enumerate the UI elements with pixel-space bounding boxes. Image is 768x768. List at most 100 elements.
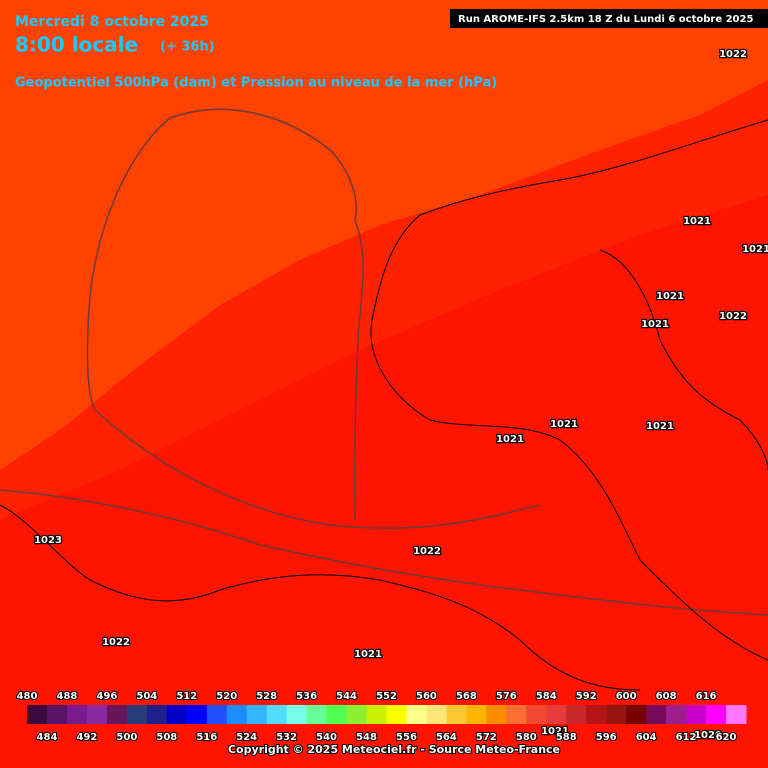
- legend-swatch: [686, 705, 707, 724]
- legend-swatch: [386, 705, 407, 724]
- field-high: [0, 0, 768, 470]
- legend-label: 496: [96, 691, 117, 702]
- legend-swatch: [466, 705, 487, 724]
- legend-swatch: [106, 705, 128, 724]
- legend-label: 512: [176, 691, 197, 702]
- legend-swatch: [566, 705, 587, 724]
- isobar: [599, 249, 768, 471]
- legend-swatch: [346, 705, 368, 724]
- legend-swatch: [186, 705, 208, 724]
- legend-label: 612: [676, 732, 697, 743]
- pressure-label: 1022: [413, 546, 441, 557]
- legend-swatch: [406, 705, 427, 724]
- isobar: [0, 504, 641, 691]
- legend-swatch: [586, 705, 607, 724]
- legend-label: 564: [436, 732, 457, 743]
- legend-label: 508: [156, 732, 177, 743]
- legend-label: 540: [316, 732, 337, 743]
- legend-label: 520: [216, 691, 237, 702]
- legend-swatch: [226, 705, 248, 724]
- legend-label: 504: [136, 691, 157, 702]
- legend-swatch: [266, 705, 288, 724]
- legend-label: 556: [396, 732, 417, 743]
- legend-swatch: [726, 705, 747, 724]
- legend-label: 576: [496, 691, 517, 702]
- legend-swatch: [706, 705, 727, 724]
- legend-swatch: [286, 705, 308, 724]
- legend-label: 580: [516, 732, 537, 743]
- pressure-label: 1021: [683, 216, 711, 227]
- legend-swatch: [306, 705, 328, 724]
- legend: 480 484 488 492 496 500 504 508 512 516 520 524 528 5…: [16, 690, 747, 744]
- field-title: Geopotentiel 500hPa (dam) et Pression au…: [15, 76, 497, 91]
- legend-label: 524: [236, 732, 257, 743]
- isobar: [370, 119, 768, 661]
- pressure-label: 1022: [719, 311, 747, 322]
- legend-label: 548: [356, 732, 377, 743]
- pressure-label: 1021: [550, 419, 578, 430]
- legend-swatch: [126, 705, 148, 724]
- legend-swatch: [526, 705, 547, 724]
- legend-swatch: [446, 705, 467, 724]
- pressure-label: 1021: [646, 421, 674, 432]
- pressure-label: 1022: [102, 637, 130, 648]
- legend-label: 584: [536, 691, 557, 702]
- legend-label: 592: [576, 691, 597, 702]
- legend-swatch: [546, 705, 567, 724]
- legend-label: 604: [636, 732, 657, 743]
- legend-swatch: [646, 705, 667, 724]
- legend-label: 552: [376, 691, 397, 702]
- legend-label: 616: [696, 691, 717, 702]
- pressure-label: 1021: [641, 319, 669, 330]
- pressure-labels: 1022 1021 1021 1021 1021 1022 1021 1021 1021 1023…: [33, 48, 768, 743]
- pressure-label: 1021: [541, 726, 569, 737]
- legend-label: 536: [296, 691, 317, 702]
- copyright: Copyright © 2025 Meteociel.fr - Source M…: [228, 743, 560, 756]
- legend-swatch: [626, 705, 647, 724]
- legend-swatch: [666, 705, 687, 724]
- date: Mercredi 8 octobre 2025: [15, 14, 209, 30]
- legend-label: 484: [37, 732, 58, 743]
- legend-swatch: [166, 705, 188, 724]
- legend-swatch: [366, 705, 387, 724]
- legend-label: 544: [336, 691, 357, 702]
- legend-label: 588: [556, 732, 577, 743]
- legend-label: 488: [57, 691, 78, 702]
- pressure-label: 1021: [742, 244, 768, 255]
- legend-swatch: [206, 705, 228, 724]
- legend-label: 596: [596, 732, 617, 743]
- legend-swatch: [46, 705, 68, 724]
- time: 8:00 locale: [15, 33, 138, 57]
- border: [169, 108, 364, 521]
- legend-label: 528: [256, 691, 277, 702]
- legend-swatch: [506, 705, 527, 724]
- legend-label: 600: [616, 691, 637, 702]
- pressure-label: 1021: [354, 649, 382, 660]
- pressure-label: 1020: [694, 730, 722, 741]
- run-info: Run AROME-IFS 2.5km 18 Z du Lundi 6 octo…: [458, 14, 753, 25]
- legend-label: 572: [476, 732, 497, 743]
- legend-label: 568: [456, 691, 477, 702]
- pressure-label: 1021: [496, 434, 524, 445]
- legend-label: 480: [17, 691, 38, 702]
- legend-swatch: [246, 705, 268, 724]
- pressure-label: 1023: [34, 535, 62, 546]
- pressure-label: 1021: [656, 291, 684, 302]
- legend-swatch: [426, 705, 447, 724]
- legend-swatch: [146, 705, 168, 724]
- run-box: [450, 9, 768, 28]
- legend-label: 560: [416, 691, 437, 702]
- legend-swatch: [326, 705, 348, 724]
- legend-label: 608: [656, 691, 677, 702]
- legend-swatch: [606, 705, 627, 724]
- pressure-label: 1022: [719, 49, 747, 60]
- legend-swatch: [86, 705, 108, 724]
- legend-label: 620: [716, 732, 737, 743]
- coastline: [86, 117, 541, 529]
- legend-label: 516: [196, 732, 217, 743]
- legend-label: 500: [116, 732, 137, 743]
- border: [0, 489, 768, 616]
- legend-label: 492: [76, 732, 97, 743]
- legend-swatch: [27, 705, 48, 724]
